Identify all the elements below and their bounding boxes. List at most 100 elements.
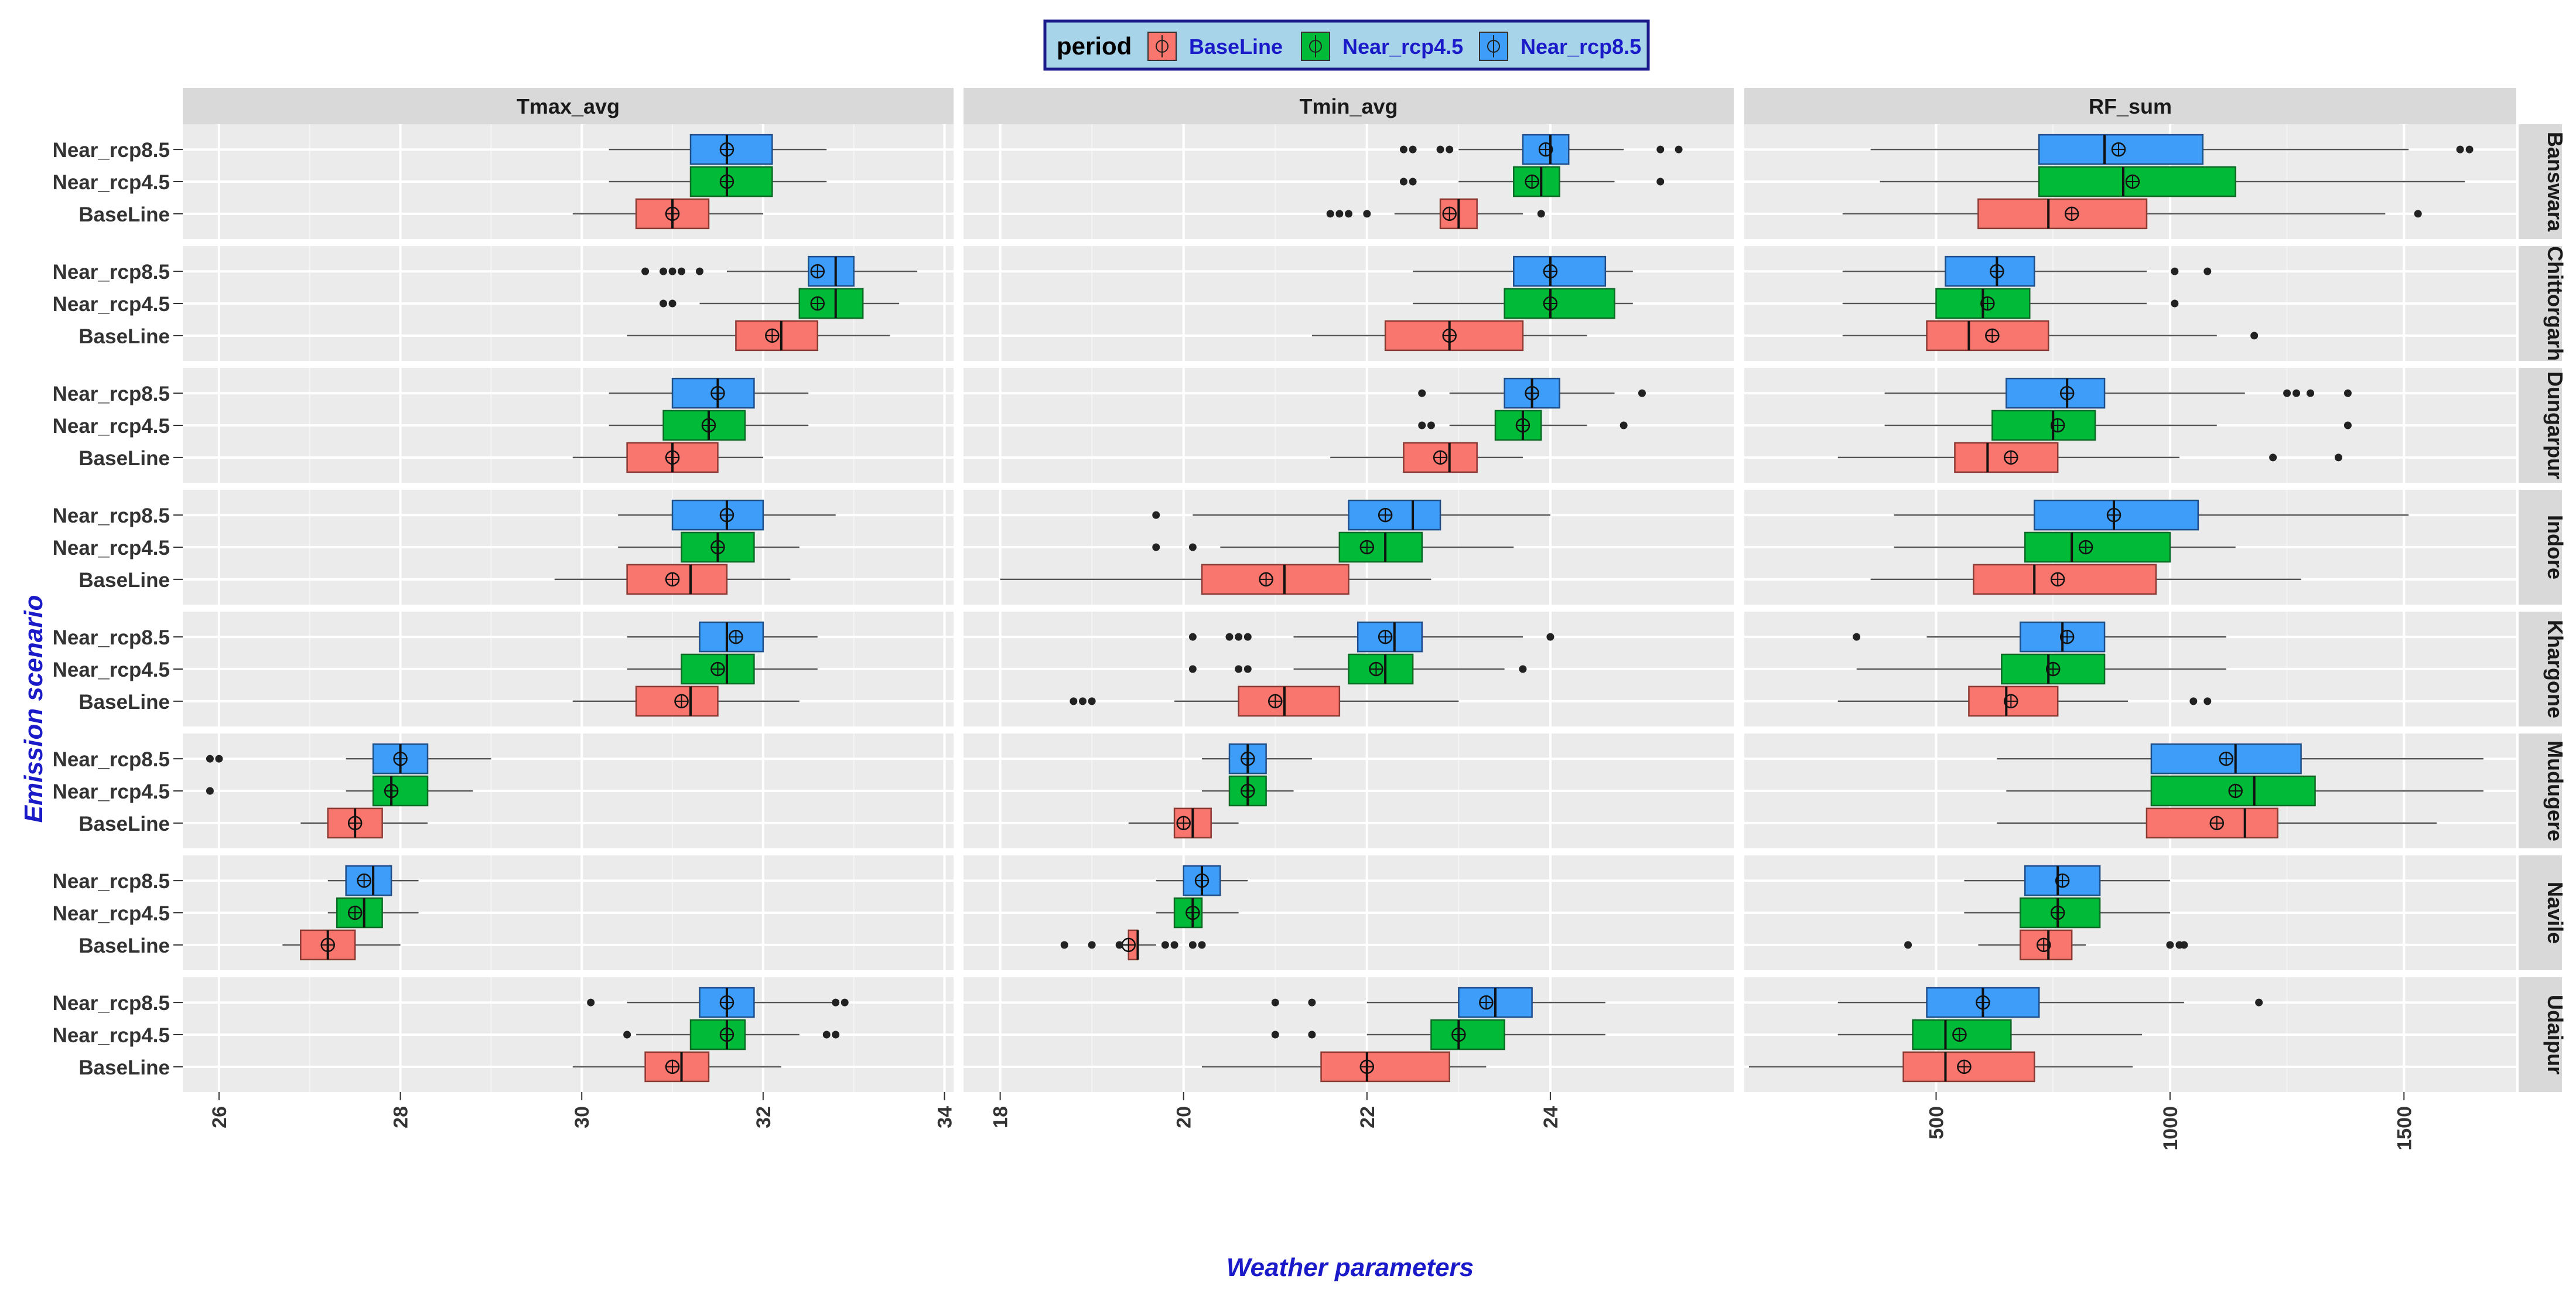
- outlier-point: [2203, 697, 2212, 705]
- legend-box: [1043, 19, 1650, 71]
- panel-banswara-tmax-avg: [183, 124, 954, 239]
- y-tick-label: Near_rcp4.5: [53, 537, 170, 560]
- box-near-rcp4-5: [1964, 897, 2170, 929]
- box-baseline: [1837, 442, 2342, 473]
- outlier-point: [2255, 998, 2263, 1007]
- box-near-rcp8-5: [1188, 621, 1555, 653]
- outlier-point: [1418, 421, 1426, 429]
- iqr-box: [735, 320, 819, 352]
- box-near-rcp8-5: [609, 134, 827, 165]
- outlier-point: [1271, 998, 1279, 1007]
- box-baseline: [572, 685, 800, 717]
- row-strip-udaipur: [2519, 977, 2562, 1092]
- box-baseline: [572, 1051, 781, 1083]
- box-near-rcp8-5: [1837, 987, 2263, 1018]
- plot-area: Tmax_avg Tmin_avg RF_sum Banswara Near_rcp8.…: [53, 88, 2567, 1151]
- outlier-point: [206, 787, 214, 795]
- panel-mudugere-tmin-avg: [964, 734, 1734, 848]
- row-strip-khargone: [2519, 612, 2562, 726]
- box-baseline: [627, 320, 890, 352]
- panel-khargone-tmin-avg: [964, 612, 1734, 726]
- y-tick-label: BaseLine: [78, 447, 170, 470]
- outlier-point: [1853, 633, 1861, 641]
- outlier-point: [1335, 210, 1344, 218]
- legend: period BaseLine Near_rcp4.5 Near_rcp8.5: [1043, 19, 1650, 71]
- outlier-point: [623, 1031, 631, 1039]
- row-strip-banswara: [2519, 124, 2562, 239]
- row-strip-label: Indore: [2543, 515, 2567, 579]
- outlier-point: [1079, 697, 1087, 705]
- box-baseline: [554, 564, 791, 595]
- box-baseline: [1326, 198, 1545, 230]
- panel-dungarpur-tmax-avg: [183, 368, 954, 483]
- iqr-box: [671, 499, 764, 531]
- y-tick-label: Near_rcp8.5: [53, 383, 170, 405]
- box-near-rcp8-5: [1202, 743, 1312, 775]
- panel-indore-tmin-avg: [964, 490, 1734, 605]
- y-tick-label: Near_rcp4.5: [53, 659, 170, 681]
- column-strip-label: Tmin_avg: [1299, 94, 1398, 118]
- outlier-point: [1656, 178, 1665, 186]
- outlier-point: [1436, 145, 1444, 153]
- outlier-point: [1060, 941, 1068, 949]
- panel-udaipur-tmin-avg: [964, 977, 1734, 1092]
- outlier-point: [2171, 299, 2179, 308]
- iqr-box: [372, 775, 429, 807]
- outlier-point: [695, 267, 703, 275]
- outlier-point: [2343, 389, 2352, 397]
- panel-banswara-rf-sum: [1744, 124, 2516, 239]
- legend-label-near-rcp85: Near_rcp8.5: [1521, 35, 1641, 59]
- iqr-box: [1977, 198, 2148, 230]
- box-near-rcp4-5: [660, 288, 900, 319]
- panel-chittorgarh-tmin-avg: [964, 246, 1734, 361]
- box-baseline: [1000, 564, 1432, 595]
- box-near-rcp4-5: [1202, 775, 1294, 807]
- outlier-point: [668, 267, 677, 275]
- box-near-rcp8-5: [1853, 621, 2226, 653]
- outlier-point: [841, 998, 849, 1007]
- y-tick-label: BaseLine: [78, 203, 170, 226]
- panel-banswara-tmin-avg: [964, 124, 1734, 239]
- outlier-point: [2456, 145, 2464, 153]
- box-near-rcp8-5: [1884, 377, 2352, 409]
- row-strip-label: Dungarpur: [2543, 371, 2567, 479]
- box-near-rcp4-5: [1856, 653, 2226, 685]
- panel-chittorgarh-tmax-avg: [183, 246, 954, 361]
- iqr-box: [1201, 564, 1350, 595]
- outlier-point: [2189, 697, 2198, 705]
- outlier-point: [1271, 1031, 1279, 1039]
- outlier-point: [215, 755, 223, 763]
- y-tick-label: BaseLine: [78, 691, 170, 714]
- box-near-rcp4-5: [1413, 288, 1633, 319]
- outlier-point: [1904, 941, 1912, 949]
- row-strip-label: Udaipur: [2543, 995, 2567, 1074]
- outlier-point: [1088, 941, 1096, 949]
- outlier-point: [2414, 210, 2422, 218]
- row-strip-indore: [2519, 490, 2562, 605]
- y-tick-label: Near_rcp8.5: [53, 261, 170, 284]
- outlier-point: [1243, 633, 1252, 641]
- panel-udaipur-rf-sum: [1744, 977, 2516, 1092]
- row-strip-label: Navile: [2543, 882, 2567, 944]
- outlier-point: [1152, 511, 1160, 519]
- x-axis-title: Weather parameters: [1226, 1253, 1474, 1282]
- box-near-rcp4-5: [1399, 166, 1665, 197]
- iqr-box: [2024, 531, 2171, 563]
- panel-udaipur-tmax-avg: [183, 977, 954, 1092]
- outlier-point: [1225, 633, 1234, 641]
- outlier-point: [1345, 210, 1352, 218]
- box-baseline: [1128, 807, 1239, 839]
- outlier-point: [1070, 697, 1078, 705]
- outlier-point: [1188, 665, 1197, 673]
- panel-indore-rf-sum: [1744, 490, 2516, 605]
- panel-mudugere-rf-sum: [1744, 734, 2516, 848]
- outlier-point: [1326, 210, 1334, 218]
- legend-item-baseline: BaseLine: [1147, 32, 1283, 61]
- box-baseline: [1330, 442, 1523, 473]
- x-tick-label: 1500: [2393, 1106, 2416, 1151]
- box-baseline: [282, 929, 401, 961]
- panel-navile-tmin-avg: [964, 855, 1734, 970]
- x-tick-label: 30: [571, 1106, 593, 1128]
- x-tick-label: 20: [1173, 1106, 1195, 1128]
